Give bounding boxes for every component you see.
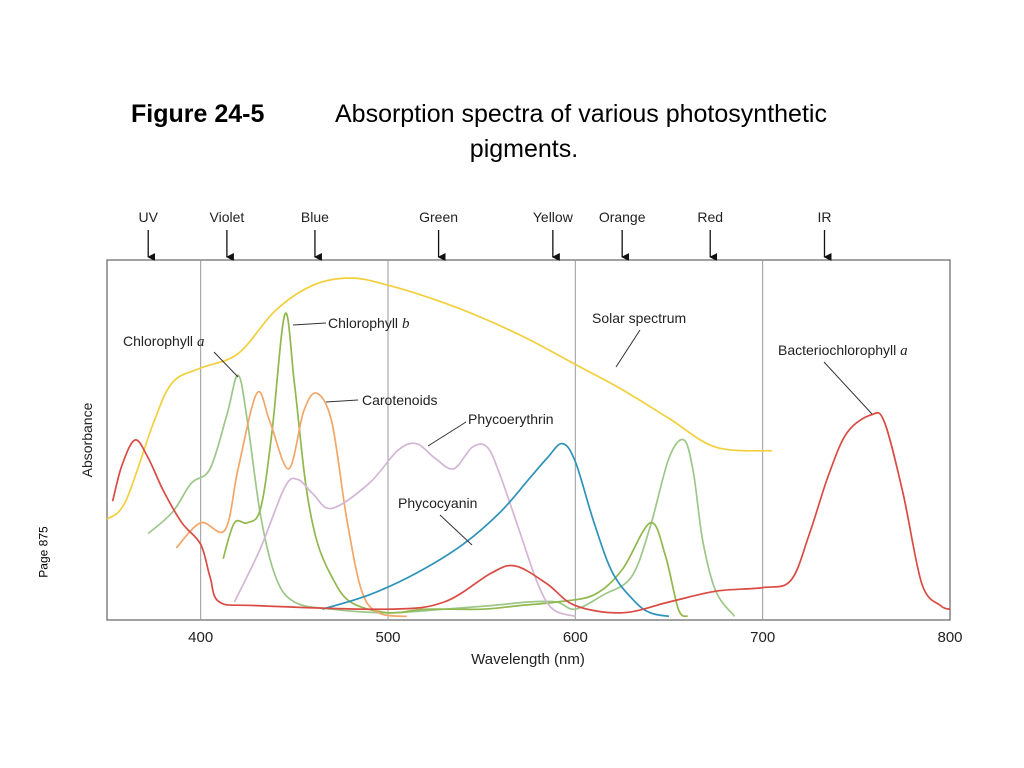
series-line-phycoerythrin bbox=[233, 442, 576, 618]
annotations: Solar spectrum Chlorophyll a Chlorophyll b… bbox=[123, 310, 908, 511]
x-tick-label: 500 bbox=[375, 629, 400, 646]
series-line-phycocyanin bbox=[322, 442, 670, 618]
leader-phycocyanin bbox=[439, 514, 473, 546]
spectral-regions: UV Violet Blue Green Yellow Orange Red IR bbox=[138, 209, 832, 261]
x-tick-label: 800 bbox=[937, 629, 962, 646]
region-label: Green bbox=[419, 209, 458, 225]
plot-frame bbox=[106, 259, 951, 621]
leader-carotenoids bbox=[325, 399, 359, 403]
gridlines bbox=[200, 260, 764, 620]
y-axis-label: Absorbance bbox=[79, 402, 95, 477]
annotation-phycoerythrin: Phycoerythrin bbox=[468, 411, 554, 427]
x-tick-label: 700 bbox=[750, 629, 775, 646]
region-label: IR bbox=[817, 209, 831, 225]
x-tick-label: 400 bbox=[188, 629, 213, 646]
annotation-carotenoids: Carotenoids bbox=[362, 392, 438, 408]
figure-number: Figure 24-5 bbox=[131, 100, 265, 128]
region-label: UV bbox=[138, 209, 158, 225]
series-line-chlorophyll-b bbox=[222, 312, 689, 618]
leader-solar-spectrum bbox=[615, 329, 641, 368]
region-label: Violet bbox=[210, 209, 245, 225]
figure-title-line1: Absorption spectra of various photosynth… bbox=[335, 100, 827, 128]
x-tick-labels: 400 500 600 700 800 bbox=[188, 629, 962, 646]
annotation-solar-spectrum: Solar spectrum bbox=[592, 310, 686, 326]
series-line-chlorophyll-a bbox=[147, 374, 736, 617]
series-group bbox=[106, 277, 951, 618]
series-line-solar-spectrum bbox=[106, 277, 773, 520]
leader-chlorophyll-a bbox=[213, 351, 239, 378]
annotation-chlorophyll-a: Chlorophyll a bbox=[123, 333, 204, 350]
x-tick-label: 600 bbox=[563, 629, 588, 646]
region-label: Orange bbox=[599, 209, 646, 225]
leader-bacteriochlorophyll-a bbox=[823, 361, 873, 415]
annotation-bacteriochlorophyll-a: Bacteriochlorophyll a bbox=[778, 342, 908, 359]
figure-title-line2: pigments. bbox=[469, 135, 579, 163]
x-axis-label: Wavelength (nm) bbox=[471, 651, 585, 668]
region-label: Yellow bbox=[533, 209, 574, 225]
region-label: Red bbox=[697, 209, 723, 225]
series-line-carotenoids bbox=[175, 390, 407, 618]
annotation-phycocyanin: Phycocyanin bbox=[398, 495, 477, 511]
annotation-chlorophyll-b: Chlorophyll b bbox=[328, 315, 410, 332]
series-line-bacteriochlorophyll-a bbox=[111, 411, 951, 614]
leader-chlorophyll-b bbox=[292, 322, 327, 326]
leader-phycoerythrin bbox=[427, 421, 467, 447]
annotation-leaders bbox=[213, 322, 873, 546]
region-label: Blue bbox=[301, 209, 329, 225]
